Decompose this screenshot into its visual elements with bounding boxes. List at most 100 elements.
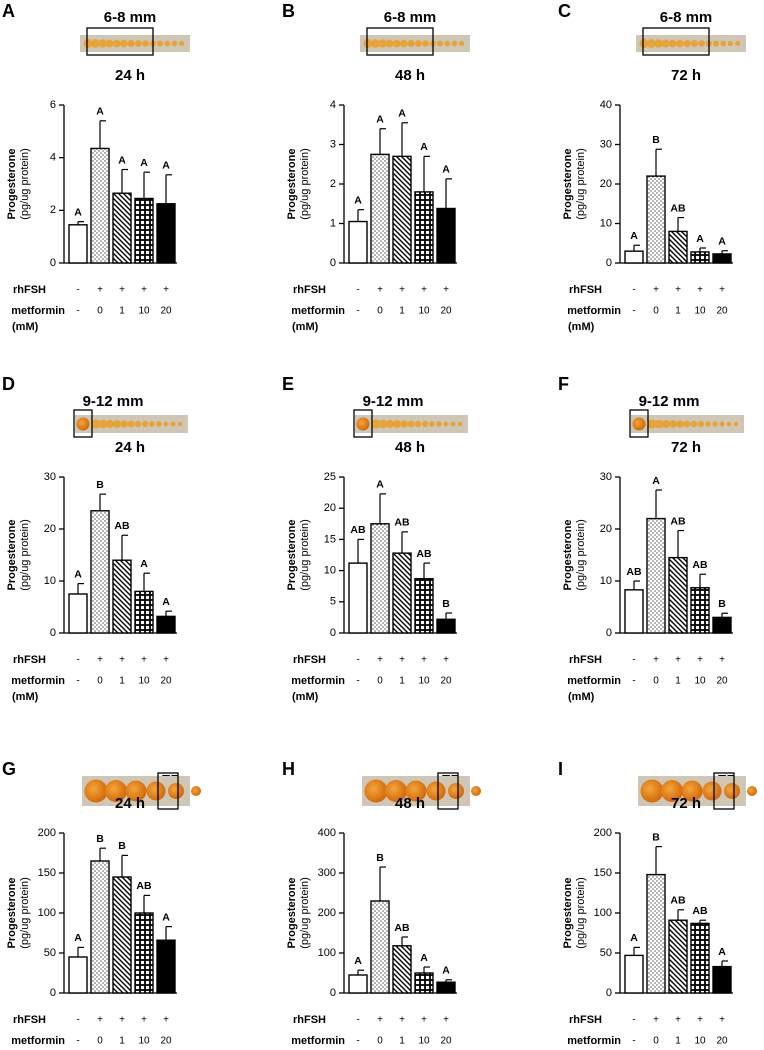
rhfsh-level: + [653,655,659,666]
metformin-level: 10 [418,1036,430,1047]
follicle [669,420,677,428]
significance-letter: A [442,164,450,176]
metformin-level: 1 [119,306,125,317]
significance-letter: A [162,160,170,172]
rhfsh-label: rhFSH [293,1014,326,1026]
follicle [356,417,370,431]
metformin-level: 1 [399,1036,405,1047]
y-tick-label: 200 [38,827,56,839]
bar [624,250,644,264]
metformin-unit: (mM) [12,321,39,333]
panel-letter: B [282,1,295,21]
significance-letter: A [74,932,82,944]
rhfsh-level: - [632,1015,635,1026]
metformin-level: 1 [399,306,405,317]
y-tick-label: 40 [600,99,612,111]
y-tick-label: 10 [324,565,336,577]
rhfsh-level: + [119,1015,125,1026]
follicle [459,40,465,47]
bar [348,220,368,264]
follicle [405,780,427,802]
panel-letter: H [282,759,295,779]
rhfsh-level: + [141,1015,147,1026]
y-tick-label: 20 [324,502,336,514]
metformin-label: metformin [291,305,345,317]
metformin-level: 0 [97,1036,103,1047]
metformin-level: 10 [694,306,706,317]
rhfsh-level: + [697,285,703,296]
follicle-size: 9-12 mm [639,393,700,410]
follicle [646,39,656,48]
y-tick-label: 4 [330,99,336,111]
panel-letter: I [558,759,563,779]
follicle [370,39,380,48]
significance-letter: AB [670,202,686,214]
y-tick-label: 0 [50,257,56,269]
follicle [378,39,387,48]
follicle-size: 9-12 mm [83,393,144,410]
rhfsh-level: + [97,655,103,666]
metformin-level: 0 [653,306,659,317]
bar [392,945,412,994]
significance-letter: AB [416,548,432,560]
significance-letter: A [398,108,406,120]
bar [348,974,368,994]
bar [134,912,154,994]
bar [436,981,456,994]
bar [646,873,666,994]
metformin-label: metformin [291,1035,345,1047]
follicle [683,420,691,428]
follicle [98,39,107,48]
bar [156,939,176,994]
y-tick-label: 6 [50,99,56,111]
metformin-level: 0 [97,306,103,317]
y-axis-unit: (pg/ug protein) [575,519,587,591]
significance-letter: A [376,113,384,125]
follicle [98,419,108,429]
rhfsh-level: + [719,285,725,296]
y-axis-unit: (pg/ug protein) [19,519,31,591]
metformin-level: 10 [694,676,706,687]
bar [436,207,456,264]
bar [646,517,666,634]
follicle [457,421,463,427]
y-tick-label: 20 [600,178,612,190]
metformin-level: 10 [138,1036,150,1047]
bar [134,197,154,264]
significance-letter: A [376,479,384,491]
rhfsh-level: + [421,1015,427,1026]
bar [370,523,390,634]
y-tick-label: 100 [38,907,56,919]
metformin-level: 20 [160,306,172,317]
metformin-level: 10 [694,1036,706,1047]
metformin-level: 10 [418,306,430,317]
y-tick-label: 10 [44,575,56,587]
bar [624,589,644,634]
bar [68,593,88,634]
metformin-level: 0 [97,676,103,687]
metformin-level: 0 [653,676,659,687]
bar [690,251,710,264]
bar [112,876,132,994]
bar [392,552,412,634]
significance-letter: A [118,154,126,166]
follicle [450,421,456,427]
y-axis-label: Progesterone [6,149,18,220]
follicle [733,421,739,427]
follicle [681,780,703,802]
y-tick-label: 200 [318,907,336,919]
follicle [720,40,727,47]
metformin-label: metformin [11,675,65,687]
significance-letter: A [354,194,362,206]
follicle [113,420,121,428]
rhfsh-level: + [421,285,427,296]
significance-letter: AB [350,524,366,536]
y-tick-label: 0 [330,257,336,269]
y-tick-label: 4 [50,152,56,164]
bar [90,860,110,994]
bar [90,510,110,634]
y-axis-label: Progesterone [286,149,298,220]
y-tick-label: 0 [330,627,336,639]
follicle [640,779,664,803]
chart-title: 72 h [671,439,701,456]
